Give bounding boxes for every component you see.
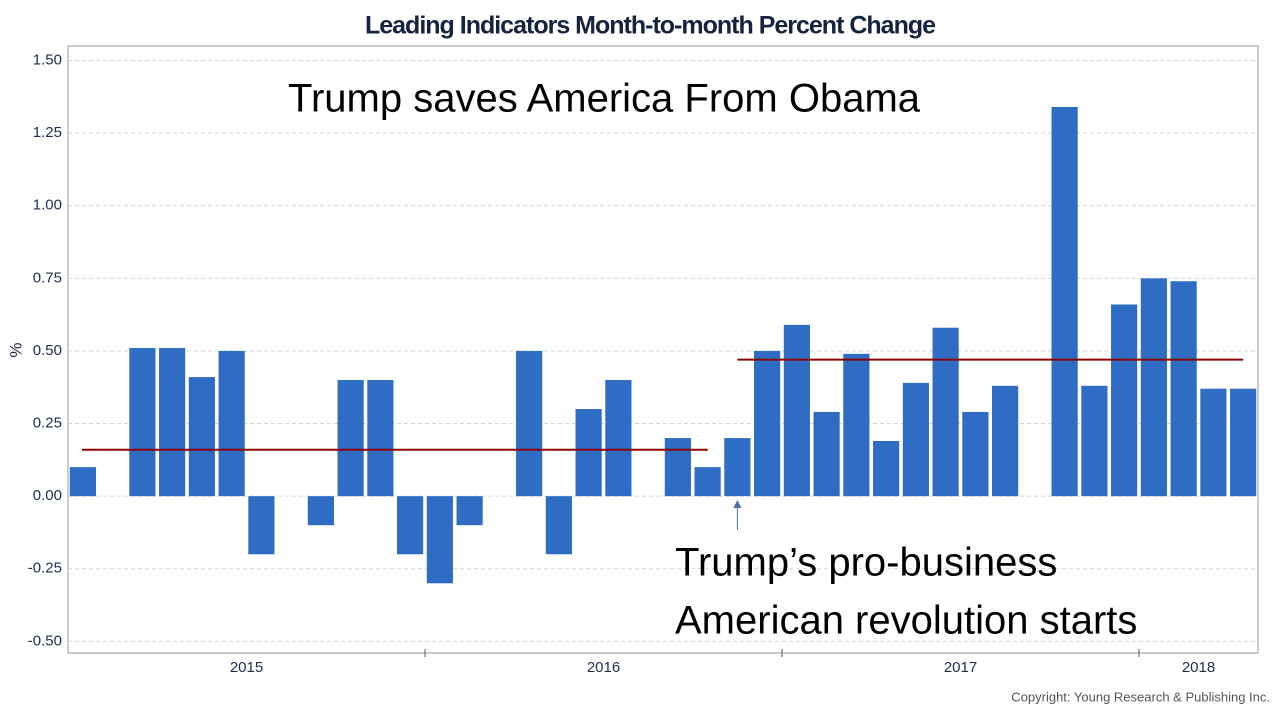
y-tick-label: 1.25 (33, 124, 62, 141)
bar (932, 327, 959, 497)
bar (902, 382, 929, 497)
bar (962, 411, 989, 497)
bar (992, 385, 1019, 497)
bar (605, 379, 632, 497)
chart-title: Leading Indicators Month-to-month Percen… (365, 12, 936, 40)
arrow-head (733, 500, 742, 508)
bar (307, 496, 334, 526)
bar (218, 350, 245, 497)
y-tick-label: -0.25 (28, 560, 62, 577)
bar (754, 350, 781, 497)
bar (1200, 388, 1227, 497)
bar (664, 438, 691, 497)
bar (694, 467, 721, 497)
bar (1140, 278, 1167, 497)
bar (873, 440, 900, 497)
bar (337, 379, 364, 497)
bar (456, 496, 483, 526)
bar (724, 438, 751, 497)
bar (426, 496, 453, 584)
y-axis-label: % (6, 342, 25, 357)
bar (813, 411, 840, 497)
y-tick-label: 1.00 (33, 197, 62, 214)
bar (367, 379, 394, 497)
bar (188, 377, 215, 497)
annotation: Trump’s pro-business (675, 541, 1057, 585)
bar (69, 467, 96, 497)
bar (1230, 388, 1257, 497)
x-tick-label: 2016 (587, 659, 620, 676)
x-tick-label: 2017 (944, 659, 977, 676)
bar (159, 348, 186, 497)
bar (545, 496, 572, 555)
bar (843, 353, 870, 497)
annotation: Trump saves America From Obama (288, 77, 921, 121)
x-tick-label: 2018 (1182, 659, 1215, 676)
bar (1081, 385, 1108, 497)
bar (1170, 281, 1197, 497)
bar (248, 496, 275, 555)
bar (397, 496, 424, 555)
y-tick-label: 0.50 (33, 342, 62, 359)
bar (1051, 106, 1078, 497)
bar (516, 350, 543, 497)
bar (129, 348, 156, 497)
bar (575, 409, 602, 497)
x-tick-label: 2015 (230, 659, 263, 676)
bar (1111, 304, 1138, 497)
y-tick-label: 0.00 (33, 487, 62, 504)
y-tick-label: 0.25 (33, 415, 62, 432)
y-tick-label: 0.75 (33, 269, 62, 286)
y-tick-label: -0.50 (28, 632, 62, 649)
plot-frame (67, 45, 1259, 654)
annotation: American revolution starts (675, 599, 1137, 643)
y-tick-label: 1.50 (33, 51, 62, 68)
bar (783, 324, 810, 497)
copyright: Copyright: Young Research & Publishing I… (1011, 689, 1270, 704)
